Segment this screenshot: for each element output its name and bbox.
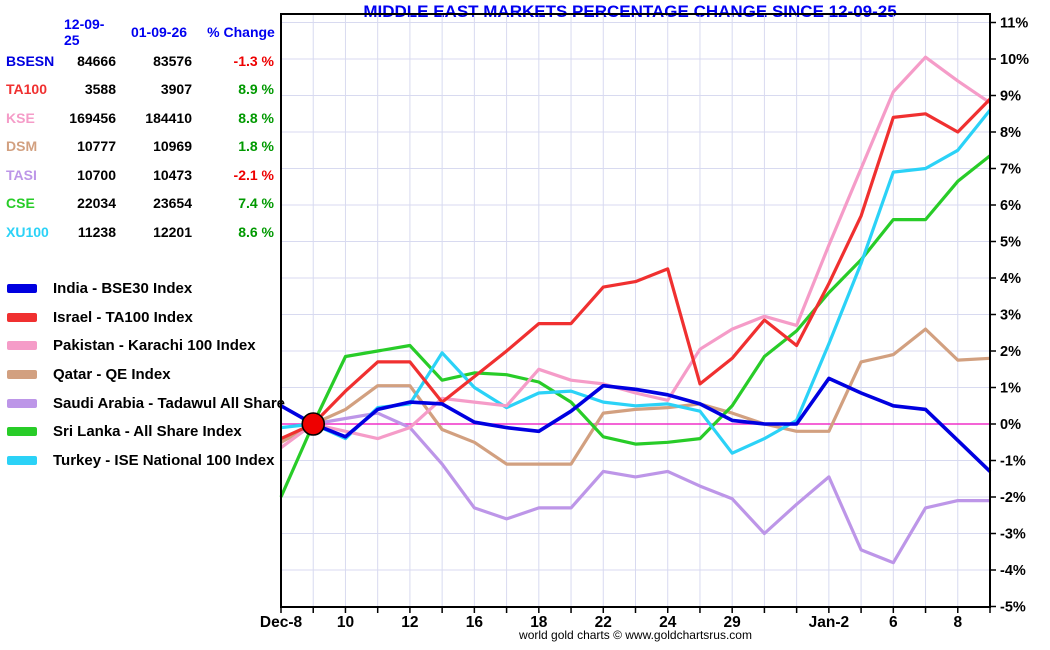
table-symbol-TA100: TA100 [6,81,47,98]
legend-item: India - BSE30 Index [7,274,285,303]
table-value-end: 23654 [153,195,192,212]
x-axis-label: Jan-2 [809,614,850,631]
legend-item: Pakistan - Karachi 100 Index [7,331,285,360]
table-pct-change: -1.3 % [233,52,274,69]
copyright-text: world gold charts © www.goldchartsrus.co… [519,628,752,642]
y-axis-label: 7% [1000,162,1021,178]
legend-item: Turkey - ISE National 100 Index [7,446,285,475]
legend-item: Sri Lanka - All Share Index [7,417,285,446]
legend-item: Israel - TA100 Index [7,303,285,332]
y-axis-label: -2% [1000,490,1026,506]
y-axis-label: 0% [1000,417,1021,433]
legend-label: Saudi Arabia - Tadawul All Share [53,394,285,412]
table-symbol-XU100: XU100 [6,223,49,240]
legend-label: India - BSE30 Index [53,279,193,297]
table-value-end: 184410 [145,109,192,126]
series-line-CSE [279,154,991,498]
x-axis-label: 29 [724,614,742,631]
table-value-start: 22034 [77,195,116,212]
legend-item: Saudi Arabia - Tadawul All Share [7,389,285,418]
y-axis-label: 1% [1000,381,1021,397]
table-symbol-BSESN: BSESN [6,52,55,69]
table-value-start: 11238 [77,223,116,240]
series-line-DSM [280,327,991,466]
table-symbol-DSM: DSM [6,138,38,155]
table-pct-change: -2.1 % [233,166,274,183]
table-value-start: 10700 [77,166,116,183]
start-marker-dot [301,412,326,436]
table-value-end: 10969 [153,138,192,155]
table-value-end: 12201 [153,223,192,240]
table-pct-change: 8.9 % [238,81,274,98]
legend-swatch [7,341,37,351]
legend-label: Qatar - QE Index [53,365,171,383]
table-value-end: 10473 [153,166,192,183]
x-axis-label: Dec-8 [260,614,303,631]
table-pct-change: 7.4 % [238,195,274,212]
legend-swatch [7,398,37,408]
legend-label: Pakistan - Karachi 100 Index [53,337,256,355]
y-axis-label: 6% [1000,198,1021,214]
x-axis-label: 12 [401,614,418,631]
legend-label: Turkey - ISE National 100 Index [53,451,275,469]
legend-swatch [7,455,37,465]
legend-label: Israel - TA100 Index [53,308,193,326]
table-header-2: % Change [207,24,275,41]
series-line-TASI [280,411,990,565]
table-value-start: 3588 [84,81,116,98]
x-axis-label: 8 [953,614,962,631]
table-header-1: 01-09-26 [130,24,188,41]
y-axis-label: 3% [1000,308,1021,324]
table-value-start: 10777 [77,138,116,155]
y-axis-label: 8% [1000,125,1021,141]
x-axis-label: 18 [530,614,548,631]
y-axis-label: -3% [1000,527,1026,543]
legend-label: Sri Lanka - All Share Index [53,423,242,441]
y-axis-label: -5% [1000,600,1026,616]
y-axis-label: -1% [1000,454,1026,470]
series-line-KSE [280,55,991,449]
table-pct-change: 8.8 % [238,109,274,126]
y-axis-label: 9% [1000,89,1021,105]
legend-swatch [7,312,37,322]
table-value-end: 83576 [153,52,192,69]
y-axis-label: 5% [1000,235,1021,251]
x-axis-label: 6 [889,614,898,631]
x-axis-label: 22 [595,614,612,631]
x-axis-label: 10 [337,614,354,631]
table-value-end: 3907 [160,81,192,98]
series-line-TA100 [280,97,992,441]
legend-item: Qatar - QE Index [7,360,285,389]
x-axis-label: 16 [466,614,484,631]
legend-swatch [7,427,37,437]
table-value-start: 84666 [77,52,116,69]
table-value-start: 169456 [69,109,116,126]
legend-swatch [7,369,37,379]
table-symbol-KSE: KSE [6,109,35,126]
legend-swatch [7,283,37,293]
y-axis-label: 4% [1000,271,1021,287]
table-header-0: 12-09-25 [64,16,105,49]
table-pct-change: 8.6 % [238,223,274,240]
chart-title: MIDDLE EAST MARKETS PERCENTAGE CHANGE SI… [363,2,897,21]
y-axis-label: -4% [1000,563,1026,579]
table-symbol-CSE: CSE [6,195,35,212]
table-symbol-TASI: TASI [6,166,37,183]
y-axis-label: 2% [1000,344,1021,360]
y-axis-label: 11% [1000,16,1028,32]
series-line-BSESN [280,376,992,473]
x-axis-label: 24 [659,614,677,631]
chart-legend: India - BSE30 Index Israel - TA100 Index P… [7,274,285,475]
market-summary-table: 12-09-25 01-09-26 % Change BSESN 84666 83576 -… [4,16,284,246]
y-axis-label: 10% [1000,52,1029,68]
table-pct-change: 1.8 % [238,138,274,155]
